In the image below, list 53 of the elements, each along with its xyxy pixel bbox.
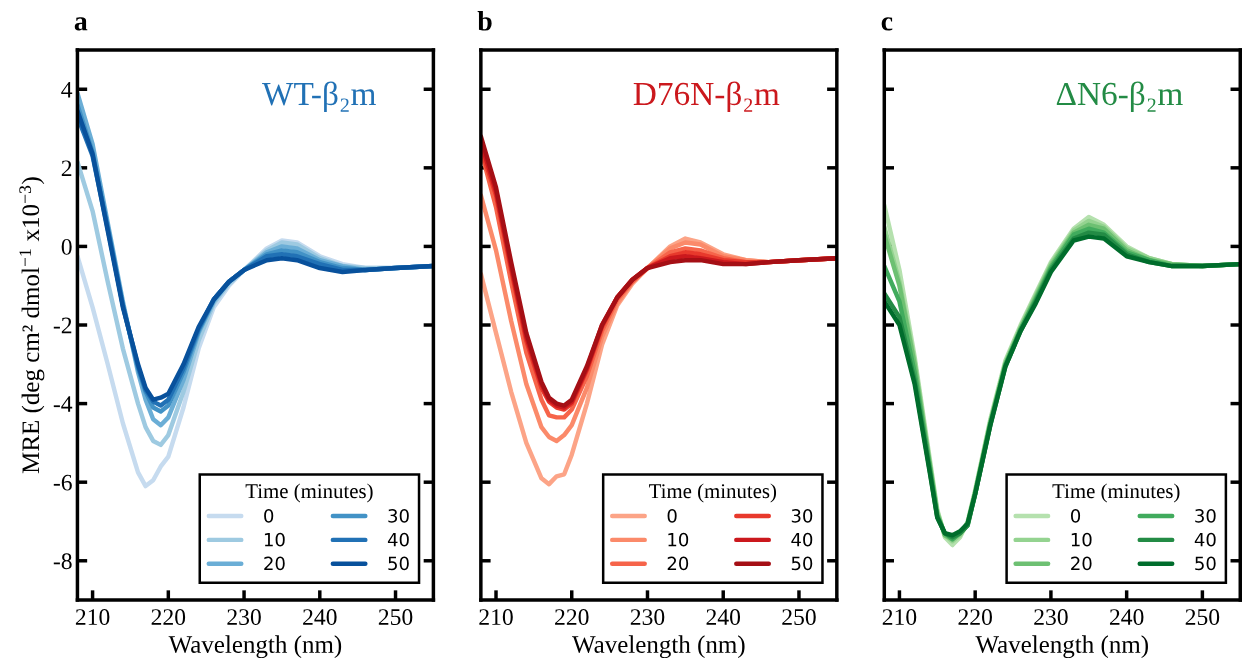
chart-title: c bbox=[881, 17, 893, 31]
y-tick-label: 2 bbox=[61, 160, 72, 177]
legend-label: 50 bbox=[1195, 556, 1216, 571]
legend-title: Time (minutes) bbox=[1052, 483, 1180, 503]
annotation: WT-β₂m bbox=[262, 81, 376, 112]
legend-label: 20 bbox=[1071, 556, 1092, 571]
x-tick-label: 240 bbox=[706, 609, 741, 626]
legend-label: 0 bbox=[264, 509, 274, 523]
x-tick-label: 210 bbox=[479, 609, 513, 626]
x-axis-title: Wavelength (nm) bbox=[572, 635, 745, 659]
legend-label: 50 bbox=[791, 556, 813, 571]
legend-label: 10 bbox=[264, 532, 285, 547]
legend-label: 50 bbox=[388, 556, 409, 571]
legend-label: 10 bbox=[1071, 532, 1092, 547]
x-tick-label: 230 bbox=[1034, 609, 1068, 626]
legend-label: 0 bbox=[667, 509, 677, 523]
legend-label: 10 bbox=[668, 532, 689, 547]
legend-label: 20 bbox=[264, 556, 285, 571]
x-axis-title: Wavelength (nm) bbox=[975, 635, 1148, 659]
x-axis-title: Wavelength (nm) bbox=[168, 635, 342, 659]
x-tick-label: 230 bbox=[227, 609, 261, 626]
x-tick-label: 220 bbox=[555, 609, 589, 626]
y-tick-label: 4 bbox=[61, 81, 73, 98]
legend-label: 30 bbox=[1195, 509, 1216, 523]
legend-label: 20 bbox=[667, 556, 689, 571]
x-tick-label: 240 bbox=[303, 609, 337, 626]
y-tick-label: -6 bbox=[53, 474, 72, 491]
y-axis-title: MRE (deg cm² dmol$^{−1}$ x10$^{−3}$) bbox=[19, 177, 45, 474]
legend-label: 0 bbox=[1070, 509, 1081, 523]
legend-label: 40 bbox=[791, 532, 813, 547]
x-tick-label: 250 bbox=[782, 609, 816, 626]
x-tick-label: 250 bbox=[378, 609, 413, 626]
legend-label: 30 bbox=[388, 509, 409, 523]
annotation: D76N-β₂m bbox=[633, 81, 780, 112]
x-tick-label: 230 bbox=[630, 609, 665, 626]
legend-title: Time (minutes) bbox=[245, 483, 373, 503]
x-tick-label: 250 bbox=[1185, 609, 1220, 626]
chart-title: b bbox=[477, 11, 492, 31]
annotation: ΔN6-β₂m bbox=[1056, 81, 1183, 112]
x-tick-label: 220 bbox=[958, 609, 992, 626]
y-tick-label: -8 bbox=[53, 553, 72, 570]
legend-title: Time (minutes) bbox=[649, 483, 777, 503]
legend-label: 40 bbox=[387, 532, 409, 547]
x-tick-label: 240 bbox=[1109, 609, 1144, 626]
y-tick-label: -2 bbox=[53, 317, 72, 334]
x-tick-label: 220 bbox=[151, 609, 186, 626]
y-tick-label: 0 bbox=[61, 238, 72, 255]
legend-label: 40 bbox=[1194, 532, 1216, 547]
x-tick-label: 210 bbox=[882, 609, 917, 626]
legend-label: 30 bbox=[791, 509, 813, 523]
x-tick-label: 210 bbox=[75, 609, 110, 626]
y-tick-label: -4 bbox=[53, 396, 73, 412]
chart-title: a bbox=[74, 17, 88, 31]
